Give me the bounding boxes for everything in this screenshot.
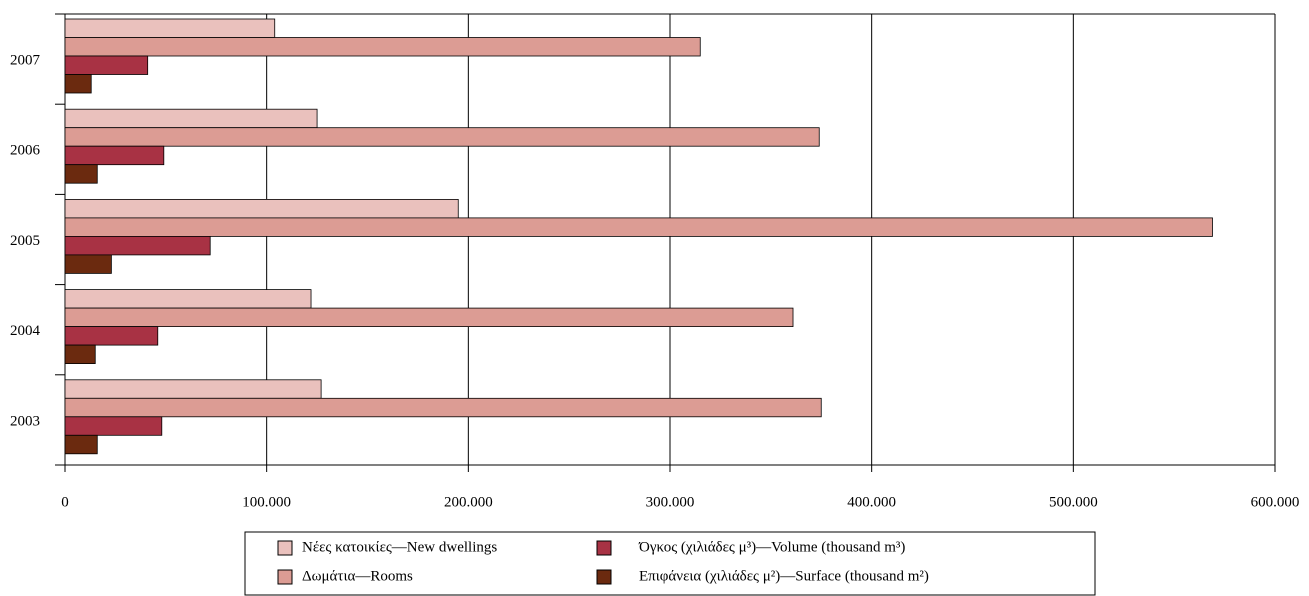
x-tick-label: 500.000 <box>1049 494 1098 510</box>
bar <box>64 217 1213 237</box>
legend-label: Επιφάνεια (χιλιάδες μ²)—Surface (thousan… <box>639 568 929 584</box>
bar <box>64 307 794 328</box>
bar <box>64 397 822 418</box>
legend-label: Όγκος (χιλιάδες μ³)—Volume (thousand m³) <box>638 539 905 555</box>
y-tick-label: 2003 <box>10 413 40 429</box>
bar <box>64 235 211 256</box>
bar <box>64 164 98 184</box>
bar <box>64 254 112 274</box>
legend-box <box>244 531 1096 596</box>
bar <box>64 344 96 365</box>
legend-swatch <box>277 569 293 585</box>
bar <box>64 289 312 309</box>
legend-label: Δωμάτια—Rooms <box>302 568 413 584</box>
bar <box>64 326 159 346</box>
y-tick-label: 2006 <box>10 143 41 159</box>
bar <box>64 55 149 75</box>
legend-swatch <box>277 540 293 556</box>
y-tick-label: 2005 <box>10 233 40 249</box>
x-tick-label: 100.000 <box>242 494 291 510</box>
x-tick-label: 400.000 <box>847 494 896 510</box>
bar <box>64 127 820 147</box>
bar <box>64 416 163 436</box>
bar <box>64 198 459 219</box>
bar <box>64 434 98 455</box>
legend-label: Νέες κατοικίες—New dwellings <box>302 539 497 555</box>
y-tick-label: 2007 <box>10 53 41 69</box>
x-tick-label: 300.000 <box>646 494 695 510</box>
bar <box>64 18 276 38</box>
bar <box>64 74 92 94</box>
bar <box>64 145 165 166</box>
x-tick-label: 600.000 <box>1251 494 1300 510</box>
x-tick-label: 200.000 <box>444 494 493 510</box>
bar <box>64 379 322 399</box>
x-tick-label: 0 <box>61 494 69 510</box>
legend-swatch <box>596 569 612 585</box>
y-tick-label: 2004 <box>10 323 41 339</box>
legend-swatch <box>596 540 612 556</box>
bar <box>64 37 701 57</box>
bar <box>64 108 318 129</box>
